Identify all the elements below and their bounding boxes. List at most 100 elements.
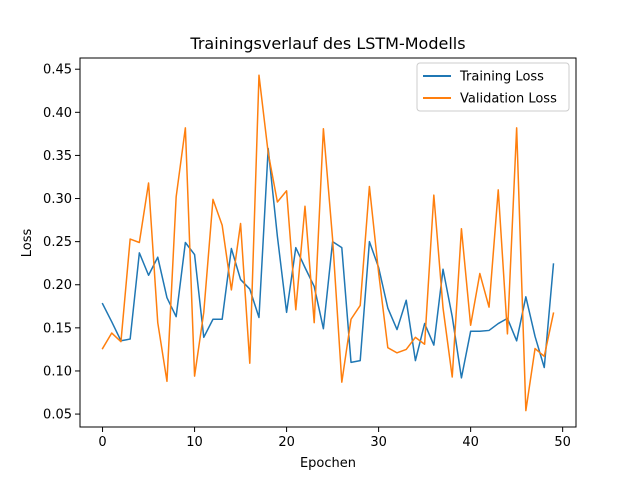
y-tick-label: 0.15 — [43, 321, 72, 336]
data-point-training — [230, 247, 232, 249]
y-axis: 0.05 0.10 0.15 0.20 0.25 0.30 0.35 0.40 0.45 — [43, 63, 80, 423]
chart-title: Trainingsverlauf des LSTM-Modells — [189, 34, 465, 53]
series-line-training — [101, 147, 555, 379]
y-tick-label: 0.40 — [43, 106, 72, 121]
data-point-training — [276, 235, 278, 237]
data-point-validation — [442, 307, 444, 309]
data-point-training — [552, 263, 554, 265]
data-point-validation — [322, 128, 324, 130]
y-tick-label: 0.45 — [43, 63, 72, 78]
data-point-validation — [212, 198, 214, 200]
data-point-validation — [515, 127, 517, 129]
legend: Training Loss Validation Loss — [416, 62, 570, 112]
data-point-training — [239, 278, 241, 280]
data-point-training — [405, 299, 407, 301]
data-point-training — [138, 252, 140, 254]
data-point-training — [203, 336, 205, 338]
data-point-validation — [249, 362, 251, 364]
data-point-training — [515, 340, 517, 342]
data-point-validation — [405, 348, 407, 350]
data-point-training — [221, 318, 223, 320]
data-point-validation — [543, 355, 545, 357]
data-point-validation — [295, 309, 297, 311]
data-point-validation — [331, 238, 333, 240]
data-point-training — [396, 328, 398, 330]
data-point-validation — [460, 228, 462, 230]
data-point-training — [313, 285, 315, 287]
data-point-validation — [469, 324, 471, 326]
data-point-validation — [488, 306, 490, 308]
y-axis-label: Loss — [20, 229, 35, 258]
data-point-validation — [267, 152, 269, 154]
y-tick-label: 0.25 — [43, 235, 72, 250]
data-point-validation — [525, 409, 527, 411]
plot-frame — [79, 57, 577, 428]
data-point-training — [387, 307, 389, 309]
data-point-training — [129, 338, 131, 340]
data-point-validation — [157, 321, 159, 323]
legend-label-training: Training Loss — [459, 70, 544, 85]
data-point-validation — [221, 224, 223, 226]
x-axis-label: Epochen — [300, 456, 356, 471]
data-point-validation — [368, 185, 370, 187]
data-point-validation — [433, 194, 435, 196]
y-tick-label: 0.10 — [43, 364, 72, 379]
data-point-validation — [166, 380, 168, 382]
data-point-validation — [313, 321, 315, 323]
data-point-training — [249, 288, 251, 290]
data-point-validation — [387, 346, 389, 348]
data-point-training — [359, 359, 361, 361]
data-point-training — [285, 311, 287, 313]
data-point-training — [460, 377, 462, 379]
y-tick-label: 0.30 — [43, 192, 72, 207]
data-point-training — [525, 296, 527, 298]
data-point-training — [543, 366, 545, 368]
data-point-validation — [147, 182, 149, 184]
data-point-validation — [230, 289, 232, 291]
data-point-validation — [451, 376, 453, 378]
data-point-validation — [423, 343, 425, 345]
data-point-validation — [414, 336, 416, 338]
data-point-training — [442, 268, 444, 270]
series-line-validation — [101, 74, 555, 412]
data-point-training — [212, 318, 214, 320]
data-point-validation — [239, 222, 241, 224]
data-point-validation — [534, 347, 536, 349]
data-point-training — [534, 335, 536, 337]
x-tick-label: 0 — [98, 435, 106, 450]
data-point-training — [497, 322, 499, 324]
y-tick-label: 0.05 — [43, 408, 72, 423]
data-point-training — [193, 253, 195, 255]
data-point-training — [175, 315, 177, 317]
data-point-validation — [377, 271, 379, 273]
data-point-validation — [506, 333, 508, 335]
data-point-validation — [175, 196, 177, 198]
data-point-validation — [193, 375, 195, 377]
data-point-validation — [111, 332, 113, 334]
data-point-validation — [101, 347, 103, 349]
data-point-training — [101, 303, 103, 305]
x-tick-label: 50 — [554, 435, 571, 450]
data-point-validation — [203, 311, 205, 313]
data-point-training — [368, 240, 370, 242]
data-point-training — [433, 344, 435, 346]
data-point-training — [147, 274, 149, 276]
data-point-validation — [120, 340, 122, 342]
data-point-validation — [359, 304, 361, 306]
data-point-training — [479, 330, 481, 332]
x-tick-label: 10 — [186, 435, 203, 450]
data-point-training — [111, 321, 113, 323]
data-point-validation — [184, 127, 186, 129]
data-point-training — [350, 361, 352, 363]
data-point-validation — [138, 241, 140, 243]
data-point-training — [451, 315, 453, 317]
y-tick-label: 0.35 — [43, 149, 72, 164]
data-point-validation — [479, 272, 481, 274]
data-point-training — [295, 246, 297, 248]
x-tick-label: 40 — [462, 435, 479, 450]
data-point-training — [258, 316, 260, 318]
data-point-training — [304, 266, 306, 268]
data-point-validation — [341, 381, 343, 383]
data-point-training — [157, 256, 159, 258]
